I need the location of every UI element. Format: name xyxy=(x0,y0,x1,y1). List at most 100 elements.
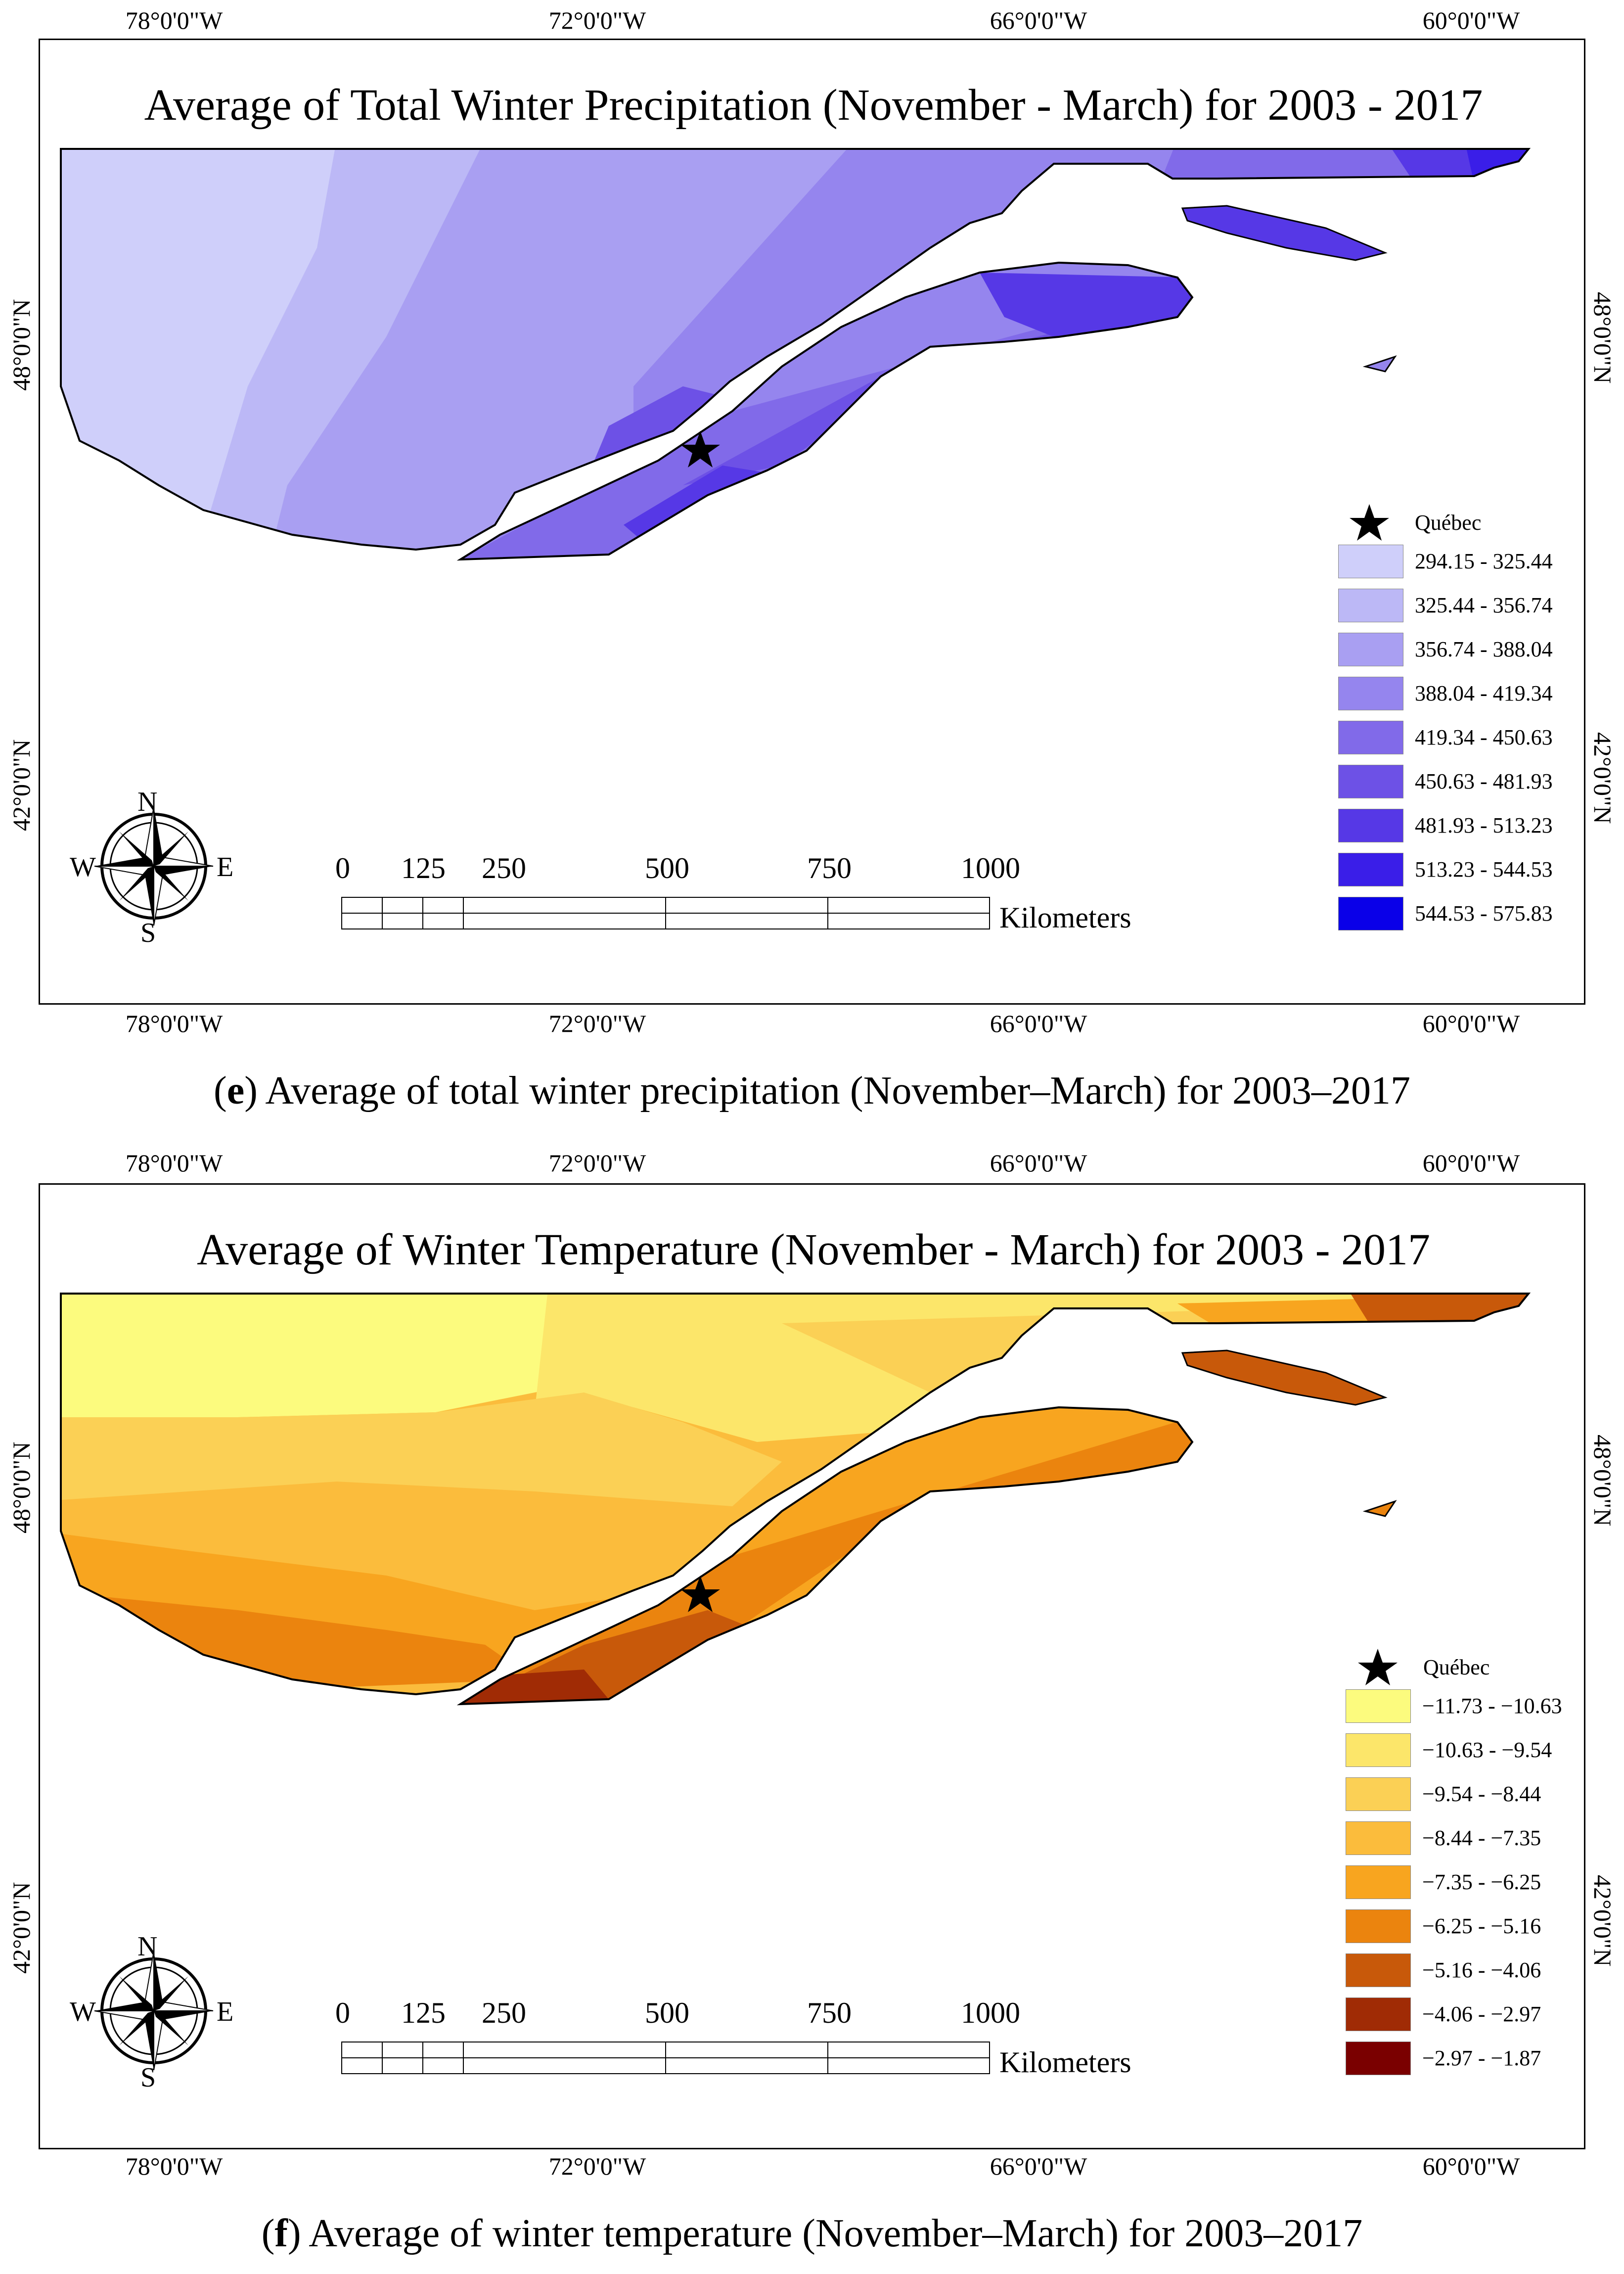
legend-label: 513.23 - 544.53 xyxy=(1415,857,1553,882)
small-island xyxy=(1362,1500,1397,1517)
lon-label-top-1: 78°0'0"W xyxy=(125,1149,223,1177)
compass-s: S xyxy=(140,918,156,948)
legend-swatch xyxy=(1338,677,1403,710)
legend-label: 481.93 - 513.23 xyxy=(1415,813,1553,837)
legend-item: 544.53 - 575.83 xyxy=(1338,897,1624,931)
caption-e: (e) Average of total winter precipitatio… xyxy=(214,1069,1410,1113)
quebec-city-marker xyxy=(680,1576,720,1612)
lon-label-top-3: 66°0'0"W xyxy=(990,1149,1087,1177)
legend-label: −10.63 - −9.54 xyxy=(1422,1738,1552,1762)
compass-e: E xyxy=(217,852,234,882)
lat-label-left-42: 42°0'0"N xyxy=(7,739,35,831)
scale-tick-250: 250 xyxy=(482,852,526,884)
mainland-outline xyxy=(60,148,1531,551)
panel-e: 78°0'0"W 72°0'0"W 66°0'0"W 60°0'0"W Aver… xyxy=(7,6,1617,1113)
lon-label-bottom-2: 72°0'0"W xyxy=(548,2152,646,2180)
scale-tick-250: 250 xyxy=(482,1996,526,2029)
legend-item: 325.44 - 356.74 xyxy=(1338,589,1624,623)
lon-label-bottom-3: 66°0'0"W xyxy=(990,1010,1087,1037)
legend-swatch xyxy=(1346,1821,1411,1855)
compass-w: W xyxy=(70,852,96,882)
scale-tick-500: 500 xyxy=(645,852,689,884)
legend-label: −9.54 - −8.44 xyxy=(1422,1782,1541,1806)
legend-swatch xyxy=(1346,1909,1411,1943)
map-frame-e: Average of Total Winter Precipitation (N… xyxy=(39,39,1585,1005)
scale-unit: Kilometers xyxy=(999,901,1131,934)
legend-item: 356.74 - 388.04 xyxy=(1338,633,1624,667)
legend-label: −4.06 - −2.97 xyxy=(1422,2002,1541,2026)
legend-swatch xyxy=(1346,1777,1411,1811)
legend-swatch xyxy=(1346,2042,1411,2075)
compass-e: E xyxy=(217,1996,234,2027)
scale-tick-125: 125 xyxy=(401,1996,446,2029)
legend-item: −5.16 - −4.06 xyxy=(1346,1953,1624,1988)
lon-label-bottom-2: 72°0'0"W xyxy=(548,1010,646,1037)
quebec-city-marker xyxy=(680,431,720,467)
legend-swatch xyxy=(1346,1865,1411,1899)
legend-swatch xyxy=(1338,853,1403,886)
legend-swatch xyxy=(1338,633,1403,666)
small-island xyxy=(1362,355,1397,372)
legend-item: 513.23 - 544.53 xyxy=(1338,853,1624,887)
zone-mid-3 xyxy=(1079,149,1529,386)
legend-item: −9.54 - −8.44 xyxy=(1346,1777,1624,1812)
legend-swatch xyxy=(1346,1689,1411,1723)
legend-star-icon xyxy=(1350,504,1389,541)
lon-label-top-4: 60°0'0"W xyxy=(1422,1149,1520,1177)
scale-tick-0: 0 xyxy=(335,852,350,884)
scale-bar xyxy=(341,897,990,929)
zone-high-2 xyxy=(1464,149,1529,184)
lat-label-right-48: 48°0'0"N xyxy=(1589,292,1617,384)
lon-label-top-1: 78°0'0"W xyxy=(125,6,223,34)
legend-item: −7.35 - −6.25 xyxy=(1346,1865,1624,1900)
legend-swatch xyxy=(1338,721,1403,754)
scale-tick-750: 750 xyxy=(807,852,852,884)
legend-item: 481.93 - 513.23 xyxy=(1338,809,1624,843)
temperature-map xyxy=(60,1293,1531,2074)
legend-city-label: Québec xyxy=(1423,1655,1490,1679)
lon-label-bottom-1: 78°0'0"W xyxy=(125,1010,223,1037)
scale-unit: Kilometers xyxy=(999,2046,1131,2079)
legend-label: 356.74 - 388.04 xyxy=(1415,637,1553,661)
legend-label: 544.53 - 575.83 xyxy=(1415,901,1553,926)
legend-f: −11.73 - −10.63 −10.63 - −9.54 −9.54 - −… xyxy=(1346,1689,1583,2075)
legend-label: 450.63 - 481.93 xyxy=(1415,769,1553,793)
legend-label: 294.15 - 325.44 xyxy=(1415,549,1553,573)
legend-swatch xyxy=(1338,765,1403,798)
legend-item: −10.63 - −9.54 xyxy=(1346,1733,1624,1768)
lat-label-right-42: 42°0'0"N xyxy=(1589,732,1617,824)
scale-tick-0: 0 xyxy=(335,1996,350,2029)
legend-item: 294.15 - 325.44 xyxy=(1338,545,1624,579)
lon-label-bottom-4: 60°0'0"W xyxy=(1422,2152,1520,2180)
legend-label: 388.04 - 419.34 xyxy=(1415,681,1553,705)
lat-label-left-48: 48°0'0"N xyxy=(7,299,35,391)
legend-swatch xyxy=(1338,589,1403,622)
lon-label-bottom-1: 78°0'0"W xyxy=(125,2152,223,2180)
compass-w: W xyxy=(70,1996,96,2027)
lat-label-left-42: 42°0'0"N xyxy=(7,1882,35,1974)
legend-item: 388.04 - 419.34 xyxy=(1338,677,1624,711)
compass-n: N xyxy=(137,787,158,817)
compass-rose-icon xyxy=(94,1951,214,2071)
lat-label-left-48: 48°0'0"N xyxy=(7,1441,35,1533)
legend-label: 325.44 - 356.74 xyxy=(1415,593,1553,617)
lat-label-right-42: 42°0'0"N xyxy=(1589,1875,1617,1967)
legend-item: 450.63 - 481.93 xyxy=(1338,765,1624,799)
scale-tick-750: 750 xyxy=(807,1996,852,2029)
map-frame-f: Average of Winter Temperature (November … xyxy=(39,1183,1585,2149)
legend-item: 419.34 - 450.63 xyxy=(1338,721,1624,755)
map-title: Average of Winter Temperature (November … xyxy=(196,1225,1431,1274)
scale-tick-500: 500 xyxy=(645,1996,689,2029)
compass-n: N xyxy=(137,1931,158,1962)
legend-swatch xyxy=(1346,1733,1411,1767)
caption-f: (f) Average of winter temperature (Novem… xyxy=(261,2212,1363,2255)
legend-swatch xyxy=(1346,1953,1411,1987)
legend-star-icon xyxy=(1358,1649,1398,1685)
legend-e: 294.15 - 325.44 325.44 - 356.74 356.74 -… xyxy=(1338,545,1576,930)
legend-label: −6.25 - −5.16 xyxy=(1422,1914,1541,1938)
legend-swatch xyxy=(1338,545,1403,578)
lat-label-right-48: 48°0'0"N xyxy=(1589,1435,1617,1527)
legend-swatch xyxy=(1338,897,1403,930)
legend-item: −6.25 - −5.16 xyxy=(1346,1909,1624,1944)
scale-tick-1000: 1000 xyxy=(961,1996,1020,2029)
